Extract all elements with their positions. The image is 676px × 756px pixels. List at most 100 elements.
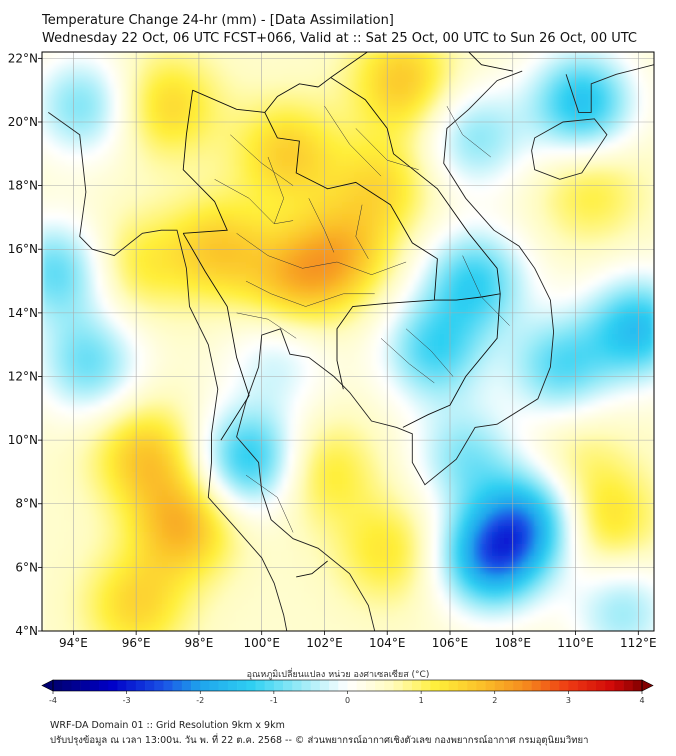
field-cell bbox=[204, 100, 211, 107]
field-cell bbox=[516, 142, 523, 149]
field-cell bbox=[60, 196, 67, 203]
field-cell bbox=[540, 292, 547, 299]
field-cell bbox=[528, 142, 535, 149]
field-cell bbox=[414, 286, 421, 293]
field-cell bbox=[408, 304, 415, 311]
field-cell bbox=[198, 154, 205, 161]
field-cell bbox=[210, 160, 217, 167]
field-cell bbox=[324, 292, 331, 299]
field-cell bbox=[162, 304, 169, 311]
field-cell bbox=[540, 262, 547, 269]
field-cell bbox=[582, 202, 589, 209]
field-cell bbox=[498, 286, 505, 293]
field-cell bbox=[96, 274, 103, 281]
field-cell bbox=[114, 190, 121, 197]
field-cell bbox=[396, 268, 403, 275]
field-cell bbox=[408, 268, 415, 275]
field-cell bbox=[504, 136, 511, 143]
field-cell bbox=[510, 316, 517, 323]
field-cell bbox=[534, 190, 541, 197]
field-cell bbox=[234, 148, 241, 155]
field-cell bbox=[216, 70, 223, 77]
field-cell bbox=[168, 58, 175, 65]
field-cell bbox=[324, 274, 331, 281]
field-cell bbox=[426, 142, 433, 149]
field-cell bbox=[648, 256, 654, 263]
field-cell bbox=[174, 334, 181, 341]
field-cell bbox=[48, 94, 55, 101]
field-cell bbox=[114, 64, 121, 71]
field-cell bbox=[282, 202, 289, 209]
field-cell bbox=[618, 292, 625, 299]
field-cell bbox=[372, 274, 379, 281]
field-cell bbox=[504, 172, 511, 179]
field-cell bbox=[180, 280, 187, 287]
field-cell bbox=[300, 88, 307, 95]
field-cell bbox=[318, 256, 325, 263]
field-cell bbox=[618, 136, 625, 143]
field-cell bbox=[642, 112, 649, 119]
field-cell bbox=[486, 244, 493, 251]
field-cell bbox=[300, 82, 307, 89]
field-cell bbox=[564, 142, 571, 149]
field-cell bbox=[234, 274, 241, 281]
field-cell bbox=[252, 130, 259, 137]
field-cell bbox=[228, 118, 235, 125]
field-cell bbox=[102, 196, 109, 203]
field-cell bbox=[414, 340, 421, 347]
field-cell bbox=[270, 214, 277, 221]
field-cell bbox=[390, 226, 397, 233]
field-cell bbox=[102, 118, 109, 125]
field-cell bbox=[420, 112, 427, 119]
field-cell bbox=[588, 316, 595, 323]
field-cell bbox=[390, 298, 397, 305]
field-cell bbox=[450, 76, 457, 83]
field-cell bbox=[474, 160, 481, 167]
field-cell bbox=[318, 76, 325, 83]
field-cell bbox=[192, 178, 199, 185]
field-cell bbox=[450, 64, 457, 71]
field-cell bbox=[498, 316, 505, 323]
field-cell bbox=[246, 280, 253, 287]
field-cell bbox=[282, 220, 289, 227]
field-cell bbox=[438, 220, 445, 227]
field-cell bbox=[156, 76, 163, 83]
field-cell bbox=[462, 166, 469, 173]
field-cell bbox=[612, 154, 619, 161]
field-cell bbox=[588, 196, 595, 203]
field-cell bbox=[372, 322, 379, 329]
field-cell bbox=[72, 112, 79, 119]
field-cell bbox=[354, 298, 361, 305]
field-cell bbox=[252, 238, 259, 245]
field-cell bbox=[366, 202, 373, 209]
field-cell bbox=[540, 184, 547, 191]
field-cell bbox=[402, 280, 409, 287]
field-cell bbox=[246, 298, 253, 305]
field-cell bbox=[282, 64, 289, 71]
field-cell bbox=[528, 190, 535, 197]
field-cell bbox=[420, 166, 427, 173]
field-cell bbox=[606, 304, 613, 311]
field-cell bbox=[72, 232, 79, 239]
field-cell bbox=[132, 286, 139, 293]
field-cell bbox=[144, 316, 151, 323]
field-cell bbox=[120, 190, 127, 197]
field-cell bbox=[462, 172, 469, 179]
field-cell bbox=[480, 262, 487, 269]
field-cell bbox=[540, 136, 547, 143]
field-cell bbox=[150, 244, 157, 251]
field-cell bbox=[390, 280, 397, 287]
field-cell bbox=[126, 340, 133, 347]
field-cell bbox=[144, 136, 151, 143]
field-cell bbox=[234, 70, 241, 77]
field-cell bbox=[84, 274, 91, 281]
field-cell bbox=[516, 334, 523, 341]
field-cell bbox=[522, 286, 529, 293]
field-cell bbox=[390, 124, 397, 131]
field-cell bbox=[576, 70, 583, 77]
field-cell bbox=[420, 322, 427, 329]
field-cell bbox=[600, 70, 607, 77]
field-cell bbox=[510, 214, 517, 221]
field-cell bbox=[138, 310, 145, 317]
field-cell bbox=[120, 76, 127, 83]
